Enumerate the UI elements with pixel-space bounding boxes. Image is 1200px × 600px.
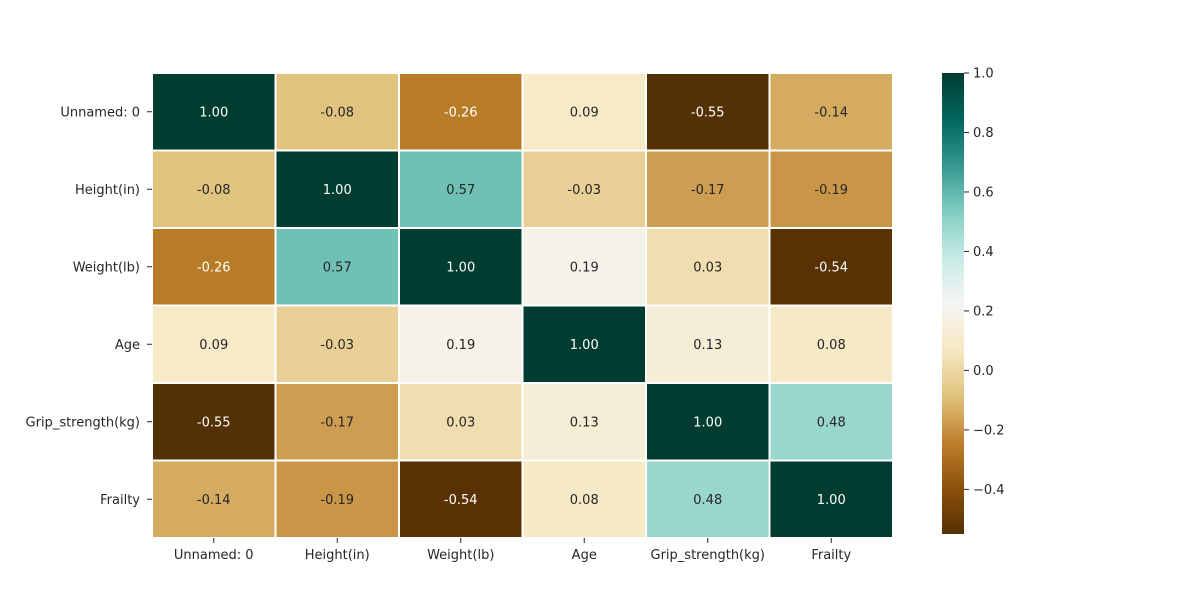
heatmap-cell <box>768 227 894 307</box>
heatmap-cell-labels: 1.00 -0.08 -0.26 0.09 -0.55 -0.14 -0.08 1.00 0.5… <box>197 105 848 508</box>
cell-value-label: -0.17 <box>320 415 354 430</box>
y-tick-label: Unnamed: 0 <box>60 105 140 120</box>
heatmap-cell <box>274 304 400 384</box>
cell-value-label: 1.00 <box>446 260 475 275</box>
cell-value-label: -0.26 <box>444 105 478 120</box>
heatmap-cell <box>274 227 400 307</box>
heatmap-cell <box>768 304 894 384</box>
x-tick-label: Age <box>572 548 597 563</box>
cell-value-label: 0.48 <box>693 493 722 508</box>
cell-value-label: -0.17 <box>691 183 725 198</box>
heatmap-cell <box>645 304 771 384</box>
cell-value-label: 0.03 <box>446 415 475 430</box>
cell-value-label: 0.08 <box>817 338 846 353</box>
cell-value-label: -0.26 <box>197 260 231 275</box>
colorbar-tick-label: 0.4 <box>973 245 994 260</box>
cell-value-label: 0.19 <box>570 260 599 275</box>
cell-value-label: 0.03 <box>693 260 722 275</box>
heatmap-cell <box>768 459 894 539</box>
heatmap-cell <box>398 304 524 384</box>
y-tick-label: Frailty <box>100 493 140 508</box>
cell-value-label: 0.57 <box>323 260 352 275</box>
colorbar-tick-label: 0.8 <box>973 126 994 141</box>
colorbar-tick-label: 0.0 <box>973 364 994 379</box>
cell-value-label: -0.55 <box>197 415 231 430</box>
heatmap-cell <box>151 459 277 539</box>
colorbar-tick-label: 1.0 <box>973 67 994 82</box>
y-tick-label: Weight(lb) <box>73 260 140 275</box>
y-tick-label: Age <box>115 338 140 353</box>
cell-value-label: -0.08 <box>197 183 231 198</box>
cell-value-label: -0.54 <box>814 260 848 275</box>
y-tick-label: Height(in) <box>75 183 140 198</box>
cell-value-label: 1.00 <box>323 183 352 198</box>
cell-value-label: 1.00 <box>570 338 599 353</box>
cell-value-label: -0.14 <box>197 493 231 508</box>
colorbar-gradient <box>942 73 964 534</box>
cell-value-label: 0.08 <box>570 493 599 508</box>
heatmap-cell <box>274 72 400 152</box>
y-tick-label: Grip_strength(kg) <box>26 415 140 430</box>
heatmap-cell <box>274 149 400 229</box>
cell-value-label: -0.08 <box>320 105 354 120</box>
cell-value-label: 1.00 <box>693 415 722 430</box>
cell-value-label: -0.14 <box>814 105 848 120</box>
colorbar-tick-label: 0.2 <box>973 304 994 319</box>
cell-value-label: -0.19 <box>814 183 848 198</box>
cell-value-label: 0.19 <box>446 338 475 353</box>
heatmap-cell <box>521 149 647 229</box>
x-axis: Unnamed: 0 Height(in) Weight(lb) Age Grip_st… <box>174 538 851 563</box>
heatmap-cell <box>768 149 894 229</box>
x-tick-label: Unnamed: 0 <box>174 548 254 563</box>
heatmap-cell <box>151 304 277 384</box>
cell-value-label: 0.48 <box>817 415 846 430</box>
heatmap-cell <box>768 382 894 462</box>
cell-value-label: 0.13 <box>693 338 722 353</box>
heatmap-cell <box>645 382 771 462</box>
cell-value-label: -0.19 <box>320 493 354 508</box>
cell-value-label: -0.03 <box>320 338 354 353</box>
cell-value-label: 0.13 <box>570 415 599 430</box>
x-tick-label: Frailty <box>811 548 851 563</box>
heatmap-cell <box>645 227 771 307</box>
heatmap-cell <box>521 304 647 384</box>
x-tick-label: Weight(lb) <box>427 548 494 563</box>
colorbar-tick-label: −0.4 <box>973 483 1005 498</box>
cell-value-label: 0.09 <box>199 338 228 353</box>
cell-value-label: 0.09 <box>570 105 599 120</box>
heatmap-cell <box>398 382 524 462</box>
x-tick-label: Grip_strength(kg) <box>651 548 765 563</box>
cell-value-label: 1.00 <box>199 105 228 120</box>
heatmap-cells <box>151 72 894 539</box>
y-axis: Unnamed: 0 Height(in) Weight(lb) Age Grip_st… <box>26 105 152 508</box>
heatmap-cell <box>398 72 524 152</box>
x-tick-label: Height(in) <box>305 548 370 563</box>
cell-value-label: -0.54 <box>444 493 478 508</box>
heatmap-cell <box>768 72 894 152</box>
colorbar-tick-label: 0.6 <box>973 185 994 200</box>
cell-value-label: 1.00 <box>817 493 846 508</box>
heatmap-cell <box>521 227 647 307</box>
colorbar-tick-label: −0.2 <box>973 423 1005 438</box>
colorbar: −0.4 −0.2 0.0 0.2 0.4 0.6 0.8 1.0 <box>942 67 1005 534</box>
cell-value-label: -0.03 <box>567 183 601 198</box>
heatmap-cell <box>521 382 647 462</box>
cell-value-label: -0.55 <box>691 105 725 120</box>
cell-value-label: 0.57 <box>446 183 475 198</box>
heatmap-cell <box>151 72 277 152</box>
